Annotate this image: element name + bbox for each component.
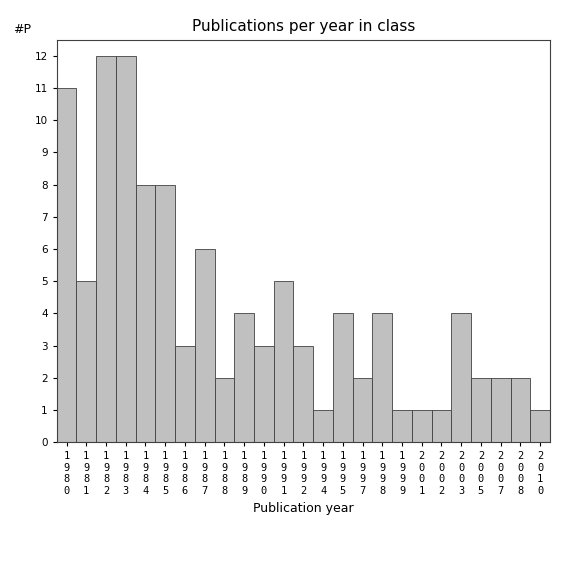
Bar: [392, 410, 412, 442]
Bar: [77, 281, 96, 442]
X-axis label: Publication year: Publication year: [253, 502, 354, 515]
Bar: [373, 314, 392, 442]
Bar: [431, 410, 451, 442]
Bar: [451, 314, 471, 442]
Bar: [333, 314, 353, 442]
Bar: [234, 314, 254, 442]
Bar: [254, 346, 274, 442]
Bar: [96, 56, 116, 442]
Bar: [116, 56, 136, 442]
Bar: [136, 185, 155, 442]
Bar: [313, 410, 333, 442]
Bar: [491, 378, 510, 442]
Bar: [155, 185, 175, 442]
Bar: [294, 346, 313, 442]
Bar: [57, 88, 77, 442]
Bar: [530, 410, 550, 442]
Bar: [214, 378, 234, 442]
Title: Publications per year in class: Publications per year in class: [192, 19, 415, 35]
Y-axis label: #P: #P: [13, 23, 31, 36]
Bar: [274, 281, 294, 442]
Bar: [175, 346, 195, 442]
Bar: [412, 410, 431, 442]
Bar: [471, 378, 491, 442]
Bar: [510, 378, 530, 442]
Bar: [195, 249, 214, 442]
Bar: [353, 378, 373, 442]
